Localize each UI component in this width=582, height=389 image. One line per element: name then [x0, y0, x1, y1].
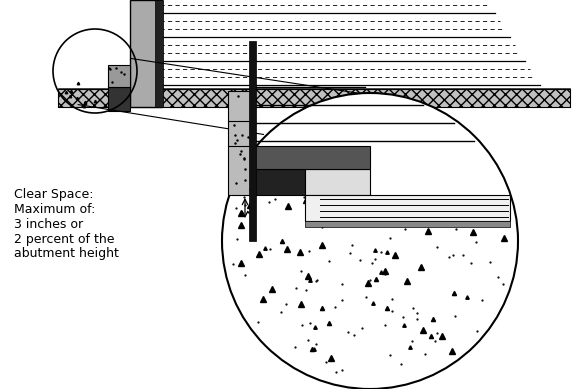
Bar — [249, 41, 256, 241]
Circle shape — [222, 93, 518, 389]
Bar — [228, 91, 252, 195]
Bar — [305, 221, 510, 227]
Bar — [58, 89, 570, 107]
Bar — [305, 195, 510, 221]
Bar — [305, 169, 370, 195]
Bar — [108, 87, 130, 111]
Bar — [130, 0, 162, 107]
Text: Clear Space:
Maximum of:
3 inches or
2 percent of the
abutment height: Clear Space: Maximum of: 3 inches or 2 p… — [14, 187, 119, 261]
Bar — [250, 146, 370, 169]
Bar — [155, 0, 163, 107]
Bar — [108, 65, 130, 87]
Bar — [250, 169, 305, 195]
